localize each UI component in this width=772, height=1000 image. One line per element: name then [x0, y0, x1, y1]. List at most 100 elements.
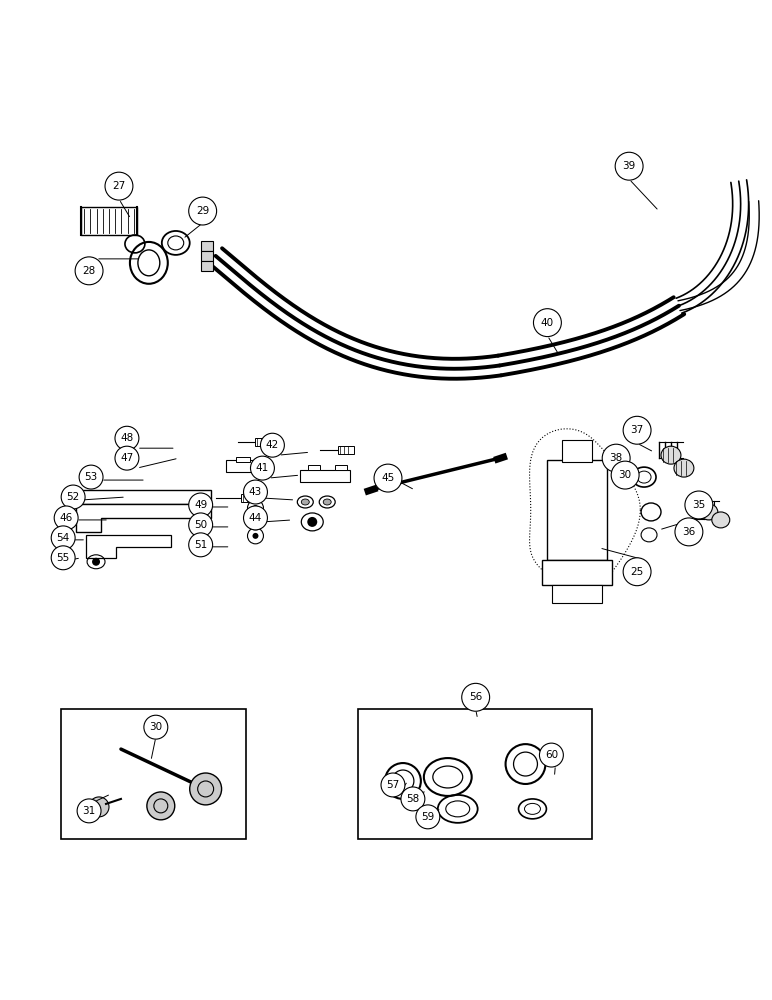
- Bar: [225, 460, 260, 472]
- Text: 49: 49: [194, 500, 208, 510]
- Polygon shape: [76, 504, 211, 532]
- Circle shape: [54, 506, 78, 530]
- Bar: [308, 465, 320, 470]
- Ellipse shape: [700, 504, 718, 520]
- Circle shape: [188, 533, 212, 557]
- Bar: [81, 207, 137, 235]
- Circle shape: [243, 506, 267, 530]
- Circle shape: [540, 743, 564, 767]
- Text: 50: 50: [194, 520, 207, 530]
- Ellipse shape: [712, 512, 730, 528]
- Circle shape: [307, 517, 317, 527]
- Bar: [201, 251, 212, 261]
- Text: 52: 52: [66, 492, 80, 502]
- Circle shape: [115, 446, 139, 470]
- Ellipse shape: [661, 446, 681, 464]
- Circle shape: [188, 513, 212, 537]
- Text: 30: 30: [149, 722, 162, 732]
- Circle shape: [602, 444, 630, 472]
- Text: 29: 29: [196, 206, 209, 216]
- Bar: [547, 460, 608, 560]
- Text: 57: 57: [386, 780, 400, 790]
- Text: 36: 36: [682, 527, 696, 537]
- Polygon shape: [86, 535, 171, 558]
- Circle shape: [533, 309, 561, 337]
- Text: 43: 43: [249, 487, 262, 497]
- Bar: [235, 457, 250, 462]
- Ellipse shape: [301, 499, 310, 505]
- Bar: [543, 560, 612, 585]
- Text: 51: 51: [194, 540, 208, 550]
- Text: 60: 60: [545, 750, 558, 760]
- Text: 59: 59: [422, 812, 435, 822]
- Circle shape: [685, 491, 713, 519]
- Circle shape: [75, 257, 103, 285]
- Text: 54: 54: [56, 533, 69, 543]
- Text: 55: 55: [56, 553, 69, 563]
- Text: 25: 25: [631, 567, 644, 577]
- Text: 35: 35: [692, 500, 706, 510]
- Circle shape: [115, 426, 139, 450]
- Circle shape: [252, 505, 259, 511]
- Ellipse shape: [674, 459, 694, 477]
- Circle shape: [147, 792, 174, 820]
- Circle shape: [374, 464, 402, 492]
- Text: 42: 42: [266, 440, 279, 450]
- Circle shape: [144, 715, 168, 739]
- Circle shape: [623, 416, 651, 444]
- FancyBboxPatch shape: [61, 709, 245, 839]
- Bar: [81, 490, 211, 504]
- Circle shape: [79, 465, 103, 489]
- Text: 28: 28: [83, 266, 96, 276]
- Circle shape: [250, 456, 274, 480]
- Text: 47: 47: [120, 453, 134, 463]
- Text: 53: 53: [84, 472, 98, 482]
- Circle shape: [611, 461, 639, 489]
- Text: 44: 44: [249, 513, 262, 523]
- Text: 38: 38: [610, 453, 623, 463]
- Circle shape: [77, 799, 101, 823]
- Circle shape: [243, 480, 267, 504]
- Bar: [256, 438, 272, 446]
- Text: 30: 30: [618, 470, 631, 480]
- Text: 40: 40: [541, 318, 554, 328]
- Text: 48: 48: [120, 433, 134, 443]
- Bar: [241, 494, 256, 502]
- Text: 56: 56: [469, 692, 482, 702]
- Circle shape: [462, 683, 489, 711]
- Bar: [201, 241, 212, 251]
- Circle shape: [89, 797, 109, 817]
- Circle shape: [51, 526, 75, 550]
- Circle shape: [92, 558, 100, 566]
- Bar: [562, 440, 592, 462]
- Circle shape: [252, 519, 259, 525]
- Circle shape: [188, 197, 217, 225]
- Circle shape: [51, 546, 75, 570]
- Circle shape: [260, 433, 284, 457]
- Bar: [338, 446, 354, 454]
- Circle shape: [401, 787, 425, 811]
- Circle shape: [61, 485, 85, 509]
- Circle shape: [381, 773, 405, 797]
- FancyBboxPatch shape: [358, 709, 592, 839]
- Text: 31: 31: [83, 806, 96, 816]
- Circle shape: [252, 533, 259, 539]
- Bar: [201, 261, 212, 271]
- Circle shape: [416, 805, 440, 829]
- Circle shape: [190, 773, 222, 805]
- Circle shape: [105, 172, 133, 200]
- Text: 39: 39: [622, 161, 636, 171]
- Circle shape: [623, 558, 651, 586]
- Text: 37: 37: [631, 425, 644, 435]
- Bar: [553, 585, 602, 603]
- Text: 27: 27: [113, 181, 126, 191]
- Text: 46: 46: [59, 513, 73, 523]
- Ellipse shape: [323, 499, 331, 505]
- Text: 45: 45: [381, 473, 394, 483]
- Text: 58: 58: [406, 794, 419, 804]
- Text: 41: 41: [256, 463, 269, 473]
- Circle shape: [675, 518, 703, 546]
- Circle shape: [188, 493, 212, 517]
- Bar: [335, 465, 347, 470]
- Circle shape: [615, 152, 643, 180]
